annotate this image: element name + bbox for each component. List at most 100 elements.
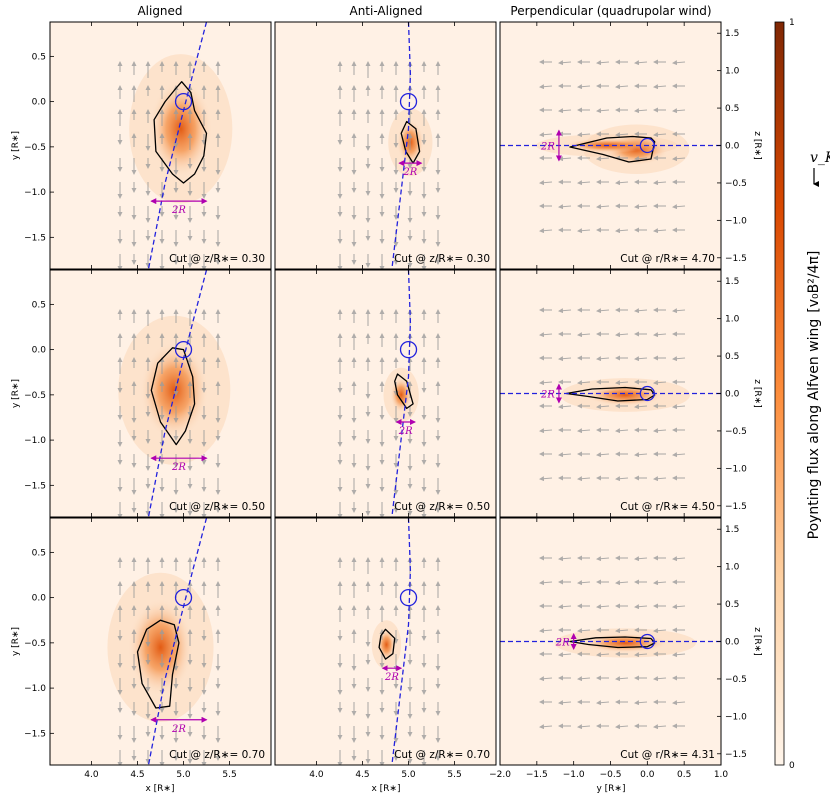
velocity-field bbox=[117, 61, 221, 269]
velocity-arrow-grey bbox=[539, 580, 553, 586]
velocity-arrow-grey bbox=[577, 380, 591, 386]
velocity-arrow-grey bbox=[558, 108, 572, 114]
y-tick-label: −1.0 bbox=[725, 216, 747, 226]
velocity-arrow-grey bbox=[653, 476, 667, 482]
velocity-arrow-grey bbox=[672, 308, 686, 314]
x-tick-label: 0.5 bbox=[677, 770, 691, 780]
y-tick-label: −1.0 bbox=[725, 464, 747, 474]
velocity-arrow-grey bbox=[558, 700, 572, 706]
velocity-arrow-grey bbox=[539, 132, 553, 138]
velocity-field bbox=[539, 307, 686, 482]
x-tick-label: 5.0 bbox=[176, 770, 191, 780]
y-tick-label: 0.0 bbox=[725, 390, 740, 400]
velocity-arrow-grey bbox=[634, 404, 648, 410]
velocity-arrow-grey bbox=[653, 580, 667, 586]
velocity-arrow-grey bbox=[596, 156, 610, 162]
y-tick-label: −1.0 bbox=[24, 684, 46, 694]
velocity-arrow-grey bbox=[615, 580, 629, 586]
reff-label: 2R bbox=[540, 142, 555, 153]
panel-frame bbox=[49, 517, 272, 766]
y-tick-label: 1.5 bbox=[725, 525, 739, 535]
velocity-arrow-grey bbox=[539, 676, 553, 682]
cut-label: Cut @ z/R∗= 0.30 bbox=[169, 253, 265, 265]
velocity-arrow-grey bbox=[596, 108, 610, 114]
y-tick-label: 0.5 bbox=[725, 600, 739, 610]
velocity-arrow-grey bbox=[634, 356, 648, 362]
velocity-arrow-grey bbox=[672, 452, 686, 458]
velocity-arrow-grey bbox=[577, 428, 591, 434]
z-axis-label: z [R∗] bbox=[752, 379, 762, 407]
cut-label: Cut @ z/R∗= 0.70 bbox=[394, 749, 490, 761]
planet-circle bbox=[639, 633, 655, 650]
velocity-arrow-grey bbox=[653, 628, 667, 634]
y-tick-label: −1.0 bbox=[24, 436, 46, 446]
y-tick-label: −1.5 bbox=[24, 233, 46, 243]
x-tick-label: 5.5 bbox=[447, 770, 461, 780]
velocity-arrow-grey bbox=[558, 652, 572, 658]
orbit-path bbox=[391, 518, 412, 765]
velocity-arrow-grey bbox=[634, 452, 648, 458]
reff-label: 2R bbox=[398, 426, 413, 437]
velocity-arrow-grey bbox=[596, 60, 610, 66]
x-axis-label-col2: y [R∗] bbox=[596, 784, 625, 794]
velocity-arrow-grey bbox=[672, 604, 686, 610]
velocity-symbol: v_K bbox=[810, 150, 830, 166]
planet-circle bbox=[399, 92, 418, 111]
velocity-arrow-grey bbox=[558, 404, 572, 410]
planet-circle bbox=[399, 340, 418, 359]
reff-label: 2R bbox=[171, 205, 186, 216]
velocity-arrow-grey bbox=[558, 204, 572, 210]
velocity-arrow-grey bbox=[596, 204, 610, 210]
velocity-arrow-grey bbox=[577, 724, 591, 730]
velocity-arrow-grey bbox=[672, 652, 686, 658]
cut-label: Cut @ z/R∗= 0.30 bbox=[394, 253, 490, 265]
velocity-arrow-grey bbox=[672, 156, 686, 162]
planet-circle bbox=[174, 588, 193, 607]
cut-label: Cut @ z/R∗= 0.70 bbox=[169, 749, 265, 761]
y-tick-label: −1.5 bbox=[24, 481, 46, 491]
y-tick-label: −1.5 bbox=[24, 729, 46, 739]
y-tick-label: −0.5 bbox=[725, 675, 747, 685]
flux-contour bbox=[569, 135, 656, 163]
colorbar-label: Poynting flux along Alfven wing[v₀B²/4π] bbox=[806, 251, 822, 540]
reff-label: 2R bbox=[540, 390, 555, 401]
velocity-arrow-grey bbox=[672, 356, 686, 362]
orbit-path bbox=[147, 22, 208, 269]
y-tick-label: −1.5 bbox=[725, 502, 747, 512]
x-tick-label: −1.0 bbox=[563, 770, 585, 780]
panel-r2-c2: 2R Cut @ r/R∗= 4.31 −2.0 −1.5 −1.0 −0.5 0.0 0.5… bbox=[489, 517, 762, 780]
velocity-arrow-grey bbox=[653, 380, 667, 386]
y-tick-label: 0.0 bbox=[32, 346, 47, 356]
x-tick-label: 4.0 bbox=[309, 770, 324, 780]
velocity-arrow-grey bbox=[539, 628, 553, 634]
y-tick-label: 0.0 bbox=[725, 142, 740, 152]
velocity-field bbox=[117, 557, 221, 765]
x-tick-label: −2.0 bbox=[489, 770, 511, 780]
velocity-arrow-grey bbox=[653, 676, 667, 682]
velocity-arrow-grey bbox=[653, 428, 667, 434]
y-axis-label: y [R∗] bbox=[11, 131, 21, 160]
y-tick-label: 0.0 bbox=[32, 594, 47, 604]
velocity-arrow-grey bbox=[577, 228, 591, 234]
velocity-arrow-grey bbox=[653, 724, 667, 730]
cut-label: Cut @ r/R∗= 4.70 bbox=[620, 253, 715, 265]
panel-r1-c0: 2R Cut @ z/R∗= 0.50 0.5 0.0 −0.5 −1.0 −1.5 y [R… bbox=[11, 269, 272, 518]
y-tick-label: −0.5 bbox=[725, 427, 747, 437]
velocity-arrow-grey bbox=[577, 628, 591, 634]
velocity-arrow-grey bbox=[634, 556, 648, 562]
velocity-arrow-grey bbox=[539, 84, 553, 90]
velocity-arrow-grey bbox=[539, 380, 553, 386]
velocity-arrow-grey bbox=[558, 60, 572, 66]
panel-r2-c0: 2R Cut @ z/R∗= 0.70 4.0 4.5 5.0 5.5 0.5 0.0 −0.5… bbox=[11, 517, 272, 780]
y-tick-label: −1.5 bbox=[725, 750, 747, 760]
flux-contour bbox=[394, 373, 414, 410]
velocity-arrow-grey bbox=[596, 308, 610, 314]
reff-label: 2R bbox=[555, 638, 570, 649]
y-tick-label: 1.0 bbox=[725, 315, 740, 325]
velocity-arrow-grey bbox=[634, 156, 648, 162]
x-tick-label: −1.5 bbox=[526, 770, 548, 780]
velocity-arrow-grey bbox=[615, 676, 629, 682]
y-tick-label: −0.5 bbox=[24, 391, 46, 401]
heat-blob bbox=[127, 597, 194, 698]
cut-label: Cut @ r/R∗= 4.50 bbox=[620, 501, 715, 513]
